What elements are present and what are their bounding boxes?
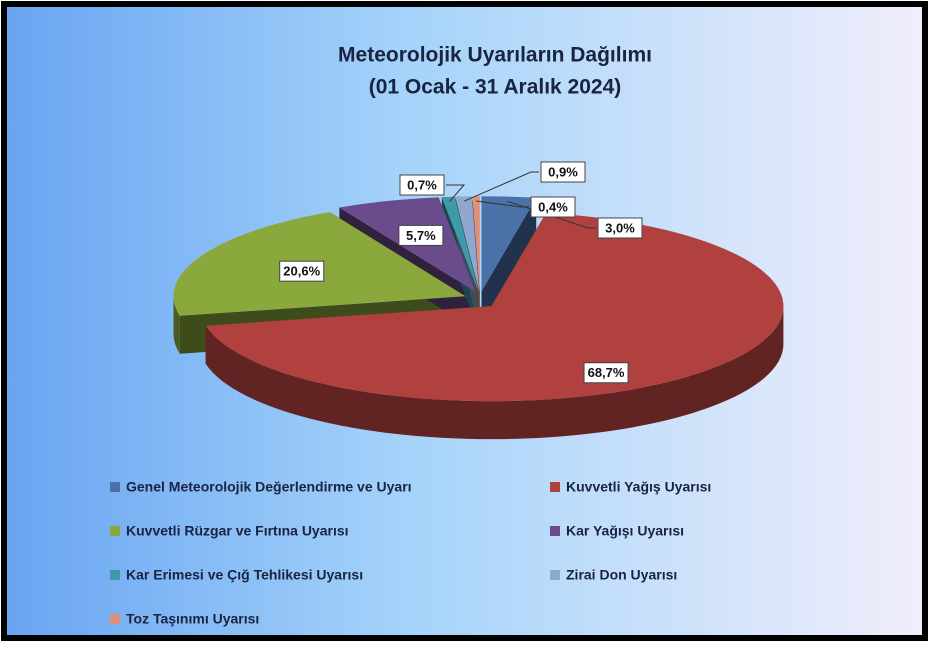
data-label-box bbox=[583, 362, 629, 384]
slice bbox=[455, 196, 480, 292]
data-label-box bbox=[530, 196, 576, 218]
slice bbox=[441, 196, 479, 292]
data-label-box bbox=[399, 174, 445, 196]
slice-edge bbox=[481, 197, 537, 330]
data-label: 0,7% bbox=[407, 177, 437, 192]
legend-label: Kar Erimesi ve Çığ Tehlikesi Uyarısı bbox=[126, 567, 363, 583]
data-label: 0,4% bbox=[538, 199, 568, 214]
chart-title: Meteorolojik Uyarıların Dağılımı bbox=[338, 44, 652, 67]
legend-swatch bbox=[110, 482, 120, 492]
slice-side bbox=[173, 296, 180, 354]
legend-label: Zirai Don Uyarısı bbox=[566, 567, 677, 583]
legend-swatch bbox=[110, 570, 120, 580]
data-label: 5,7% bbox=[406, 228, 436, 243]
data-label-box bbox=[597, 217, 643, 239]
data-label: 0,9% bbox=[548, 164, 578, 179]
data-label: 68,7% bbox=[588, 365, 625, 380]
leader-line bbox=[446, 184, 466, 202]
data-label: 3,0% bbox=[605, 220, 635, 235]
slice bbox=[205, 212, 784, 402]
legend-label: Kar Yağışı Uyarısı bbox=[566, 523, 684, 539]
slice bbox=[472, 196, 480, 292]
legend-swatch bbox=[550, 482, 560, 492]
data-label-box bbox=[398, 224, 444, 246]
chart-subtitle: (01 Ocak - 31 Aralık 2024) bbox=[369, 76, 622, 99]
data-label-box bbox=[540, 161, 586, 183]
legend-swatch bbox=[550, 570, 560, 580]
legend-swatch bbox=[550, 526, 560, 536]
leader-line bbox=[476, 200, 529, 208]
legend-label: Toz Taşınımı Uyarısı bbox=[126, 611, 259, 627]
legend-label: Genel Meteorolojik Değerlendirme ve Uyar… bbox=[126, 479, 412, 495]
leader-line bbox=[464, 171, 539, 202]
legend-swatch bbox=[110, 526, 120, 536]
slice bbox=[481, 196, 537, 292]
data-label: 20,6% bbox=[283, 264, 320, 279]
data-label-box bbox=[279, 260, 325, 282]
slice-side bbox=[205, 306, 784, 440]
legend-swatch bbox=[110, 614, 120, 624]
legend-label: Kuvvetli Yağış Uyarısı bbox=[566, 479, 711, 495]
legend-label: Kuvvetli Rüzgar ve Fırtına Uyarısı bbox=[126, 523, 349, 539]
